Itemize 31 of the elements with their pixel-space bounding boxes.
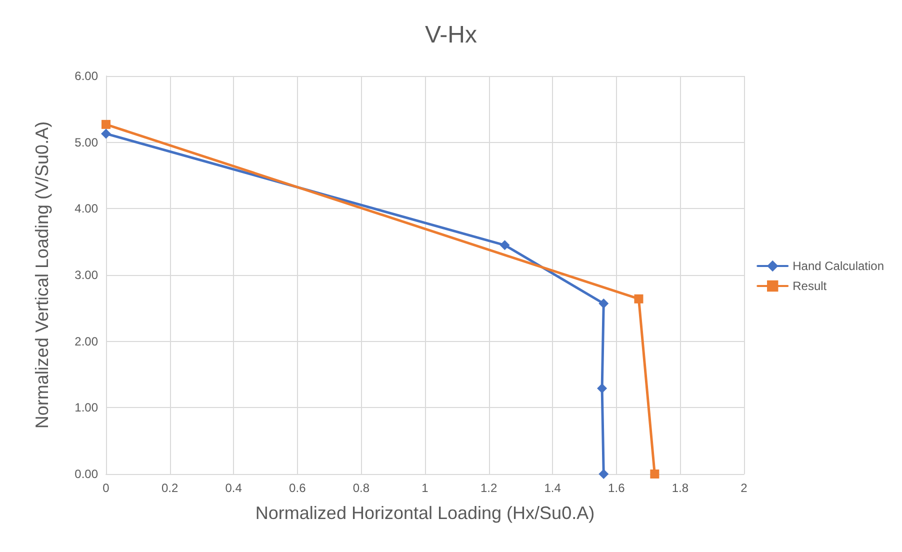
x-tick-label: 0.4	[225, 481, 242, 495]
x-tick-label: 1	[422, 481, 429, 495]
y-axis-title: Normalized Vertical Loading (V/Su0.A)	[32, 121, 52, 429]
point	[598, 298, 609, 309]
x-axis-title: Normalized Horizontal Loading (Hx/Su0.A)	[255, 503, 595, 523]
point	[597, 383, 608, 394]
x-tick-label: 0.8	[352, 481, 370, 495]
y-tick-label: 5.00	[74, 135, 98, 150]
x-tick-label: 1.8	[672, 481, 689, 495]
y-tick-label: 2.00	[74, 334, 98, 348]
point	[598, 469, 609, 479]
x-tick-label: 1.6	[608, 481, 626, 495]
point	[634, 294, 644, 304]
x-tick-label: 1.4	[544, 481, 562, 495]
y-tick-label: 0.00	[74, 467, 98, 481]
x-tick-label: 1.2	[480, 481, 498, 495]
y-tick-label: 4.00	[74, 202, 98, 216]
legend-label: Hand Calculation	[792, 259, 884, 273]
point	[102, 120, 110, 129]
chart-title: V-Hx	[424, 22, 478, 48]
point	[650, 470, 660, 478]
x-tick-label: 0.6	[289, 481, 306, 495]
x-tick-label: 0.2	[161, 481, 178, 495]
y-tick-label: 1.00	[74, 400, 98, 415]
y-tick-label: 6.00	[74, 69, 98, 83]
point	[101, 128, 111, 139]
y-tick-label: 3.00	[74, 268, 98, 282]
point	[500, 240, 510, 250]
x-tick-label: 2	[740, 481, 748, 495]
legend-label: Result	[792, 279, 828, 293]
x-tick-label: 0	[102, 481, 110, 495]
